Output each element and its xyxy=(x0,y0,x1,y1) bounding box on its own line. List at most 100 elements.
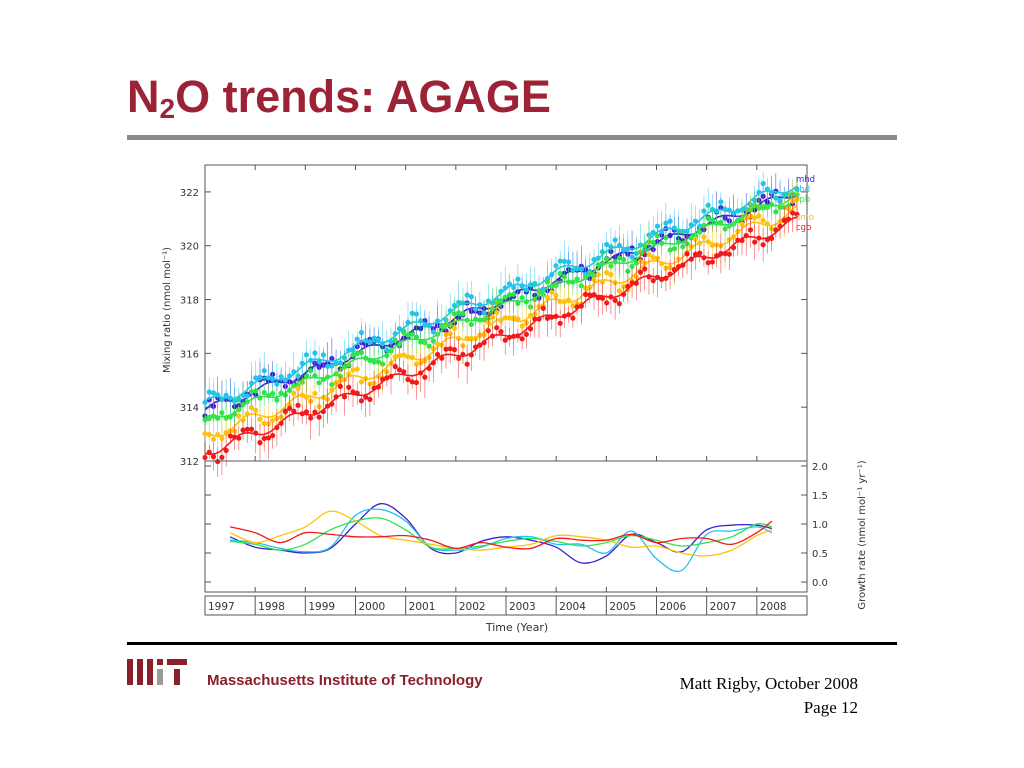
top-y-axis-label: Mixing ratio (nmol mol⁻¹) xyxy=(162,247,173,373)
data-point xyxy=(371,359,377,365)
x-axis-label: Time (Year) xyxy=(485,621,548,634)
y-tick-label: 322 xyxy=(180,188,199,199)
data-point xyxy=(227,433,233,439)
data-point xyxy=(265,435,272,441)
data-point xyxy=(544,279,551,285)
data-point xyxy=(409,331,415,337)
data-point xyxy=(248,426,255,432)
data-point xyxy=(223,447,229,453)
data-point xyxy=(253,388,259,394)
data-point xyxy=(409,310,415,316)
trend-line xyxy=(204,216,798,456)
data-point xyxy=(637,269,644,275)
data-point xyxy=(274,381,280,387)
data-point xyxy=(210,436,217,443)
data-point xyxy=(489,314,496,320)
data-point xyxy=(261,368,267,374)
data-point xyxy=(625,268,631,274)
data-point xyxy=(629,263,635,269)
data-point xyxy=(604,300,610,306)
year-label: 1998 xyxy=(258,601,285,613)
data-point xyxy=(396,367,403,373)
data-point xyxy=(595,262,601,268)
y-tick-label: 2.0 xyxy=(812,462,828,473)
data-point xyxy=(544,315,551,321)
data-point xyxy=(519,336,525,342)
data-point xyxy=(726,251,732,257)
data-point xyxy=(447,346,453,352)
data-point xyxy=(574,276,580,282)
data-point xyxy=(709,259,716,265)
data-point xyxy=(413,379,420,386)
data-point xyxy=(443,346,449,352)
author-date: Matt Rigby, October 2008 xyxy=(679,674,858,693)
data-point xyxy=(363,394,369,400)
data-point xyxy=(401,329,407,335)
page-number: Page 12 xyxy=(803,698,858,717)
data-point xyxy=(515,300,521,307)
data-point xyxy=(248,389,255,395)
data-point xyxy=(549,289,555,295)
data-point xyxy=(587,292,593,298)
data-point xyxy=(760,242,766,248)
data-point xyxy=(663,220,669,226)
data-point xyxy=(464,361,470,367)
data-point xyxy=(312,390,318,397)
data-point xyxy=(375,337,381,343)
data-point xyxy=(544,294,551,300)
y-tick-label: 318 xyxy=(180,296,199,307)
data-point xyxy=(320,352,326,358)
data-point xyxy=(464,292,470,298)
data-point xyxy=(202,399,208,406)
data-point xyxy=(219,435,225,441)
data-point xyxy=(405,376,411,383)
data-point xyxy=(566,259,572,265)
data-point xyxy=(261,389,267,396)
institution-name: Massachusetts Institute of Technology xyxy=(207,672,483,689)
data-point xyxy=(274,424,280,431)
data-point xyxy=(303,409,310,415)
data-point xyxy=(409,379,415,385)
data-point xyxy=(747,227,754,233)
data-point xyxy=(604,256,610,262)
data-point xyxy=(215,458,221,465)
data-point xyxy=(540,305,546,311)
data-point xyxy=(257,416,263,422)
data-point xyxy=(709,217,716,223)
data-point xyxy=(219,454,225,460)
data-point xyxy=(354,350,360,356)
data-point xyxy=(646,252,652,258)
data-point xyxy=(794,211,800,217)
legend-entry-mhd: mhd xyxy=(796,175,815,185)
data-point xyxy=(401,369,407,375)
data-point xyxy=(553,292,559,298)
data-point xyxy=(202,417,208,423)
data-point xyxy=(202,454,208,461)
data-point xyxy=(790,210,796,216)
data-point xyxy=(346,371,352,377)
data-point xyxy=(405,332,411,338)
data-point xyxy=(752,215,758,221)
data-point xyxy=(705,260,711,266)
data-point xyxy=(270,417,276,424)
legend-entry-rpb: rpb xyxy=(796,195,810,205)
data-point xyxy=(519,323,525,329)
data-point xyxy=(316,380,322,386)
data-point xyxy=(756,213,762,219)
data-point xyxy=(760,217,766,223)
data-point xyxy=(270,390,276,397)
bottom-y-axis-label: Growth rate (nmol mol⁻¹ yr⁻¹) xyxy=(857,460,868,609)
data-point xyxy=(557,270,563,277)
data-point xyxy=(358,329,365,336)
data-point xyxy=(291,408,297,414)
data-point xyxy=(350,352,356,358)
year-axis: 1997 1998 1999 2000 2001 2002 2003 2004 2005 2006… xyxy=(204,595,808,616)
data-point xyxy=(295,385,301,391)
y-tick-label: 0.0 xyxy=(812,578,828,589)
data-point xyxy=(553,263,559,269)
year-label: 1999 xyxy=(308,601,335,613)
y-tick-label: 312 xyxy=(180,457,199,468)
data-point xyxy=(515,276,521,282)
series-cgo xyxy=(202,193,800,477)
